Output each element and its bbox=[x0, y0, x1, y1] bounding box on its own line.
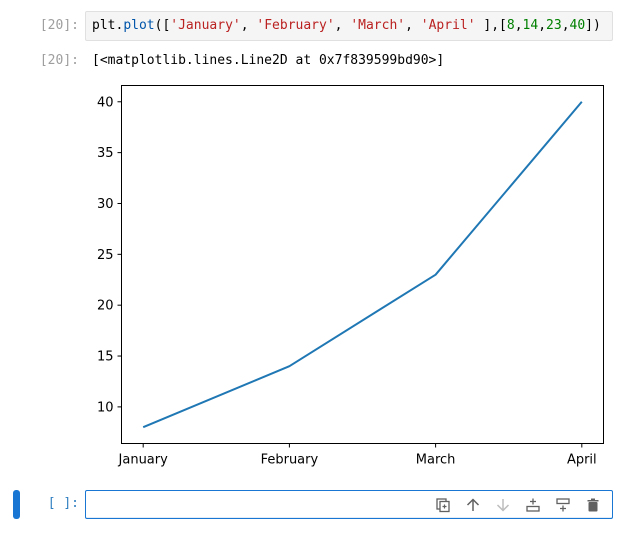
y-tick-label: 35 bbox=[97, 146, 114, 161]
move-up-button[interactable] bbox=[462, 494, 484, 516]
code-token: 40 bbox=[569, 18, 586, 33]
code-token: 'April' bbox=[420, 18, 476, 33]
input-prompt: [ ]: bbox=[47, 496, 79, 511]
code-input[interactable]: plt.plot(['January', 'February', 'March'… bbox=[85, 11, 613, 41]
insert-below-button[interactable] bbox=[552, 494, 574, 516]
output-text: [<matplotlib.lines.Line2D at 0x7f839599b… bbox=[92, 53, 445, 68]
x-tick-label: March bbox=[416, 453, 456, 468]
code-token: , bbox=[240, 18, 257, 33]
code-token: 23 bbox=[546, 18, 562, 33]
code-token: ],[ bbox=[475, 18, 507, 33]
code-token: plt bbox=[92, 18, 116, 33]
insert-above-icon bbox=[526, 498, 540, 512]
y-tick-label: 20 bbox=[97, 299, 114, 314]
y-tick-label: 10 bbox=[97, 400, 114, 415]
active-cell-indicator bbox=[13, 490, 20, 519]
y-tick-label: 25 bbox=[97, 248, 114, 263]
code-token: . bbox=[115, 18, 124, 33]
code-token: , bbox=[514, 18, 523, 33]
series-line bbox=[142, 101, 583, 429]
delete-icon bbox=[587, 498, 599, 512]
code-token: ]) bbox=[585, 18, 601, 33]
code-token: , bbox=[538, 18, 547, 33]
y-tick-label: 30 bbox=[97, 197, 114, 212]
move-down-button[interactable] bbox=[492, 494, 514, 516]
code-token: 14 bbox=[522, 18, 539, 33]
plot-frame bbox=[121, 85, 604, 444]
code-token: plot bbox=[123, 18, 155, 33]
move-up-icon bbox=[466, 498, 480, 511]
cell-toolbar bbox=[432, 494, 604, 516]
y-tick-label: 40 bbox=[97, 95, 114, 110]
duplicate-cell-button[interactable] bbox=[432, 494, 454, 516]
code-token: 'February' bbox=[256, 18, 335, 33]
x-tick-label: February bbox=[261, 453, 319, 468]
duplicate-icon bbox=[436, 498, 450, 513]
chart-svg: 10 15 20 25 30 35 40 January February March April bbox=[97, 85, 604, 468]
y-tick-label: 15 bbox=[97, 350, 114, 365]
code-token: , bbox=[561, 18, 570, 33]
move-down-icon bbox=[496, 499, 510, 512]
code-token: 'March' bbox=[350, 18, 406, 33]
input-prompt: [20]: bbox=[39, 18, 79, 33]
code-token: , bbox=[334, 18, 351, 33]
insert-below-icon bbox=[556, 498, 570, 512]
insert-above-button[interactable] bbox=[522, 494, 544, 516]
code-token: 'January' bbox=[170, 18, 241, 33]
output-prompt: [20]: bbox=[39, 53, 79, 68]
code-token: ([ bbox=[154, 18, 171, 33]
delete-cell-button[interactable] bbox=[582, 494, 604, 516]
code-token: , bbox=[405, 18, 421, 33]
x-tick-label: January bbox=[118, 453, 169, 468]
x-tick-label: April bbox=[567, 453, 597, 468]
code-token: 8 bbox=[506, 18, 515, 33]
line-chart: 10 15 20 25 30 35 40 January February March April bbox=[82, 78, 622, 478]
code-input-empty[interactable] bbox=[85, 490, 613, 519]
